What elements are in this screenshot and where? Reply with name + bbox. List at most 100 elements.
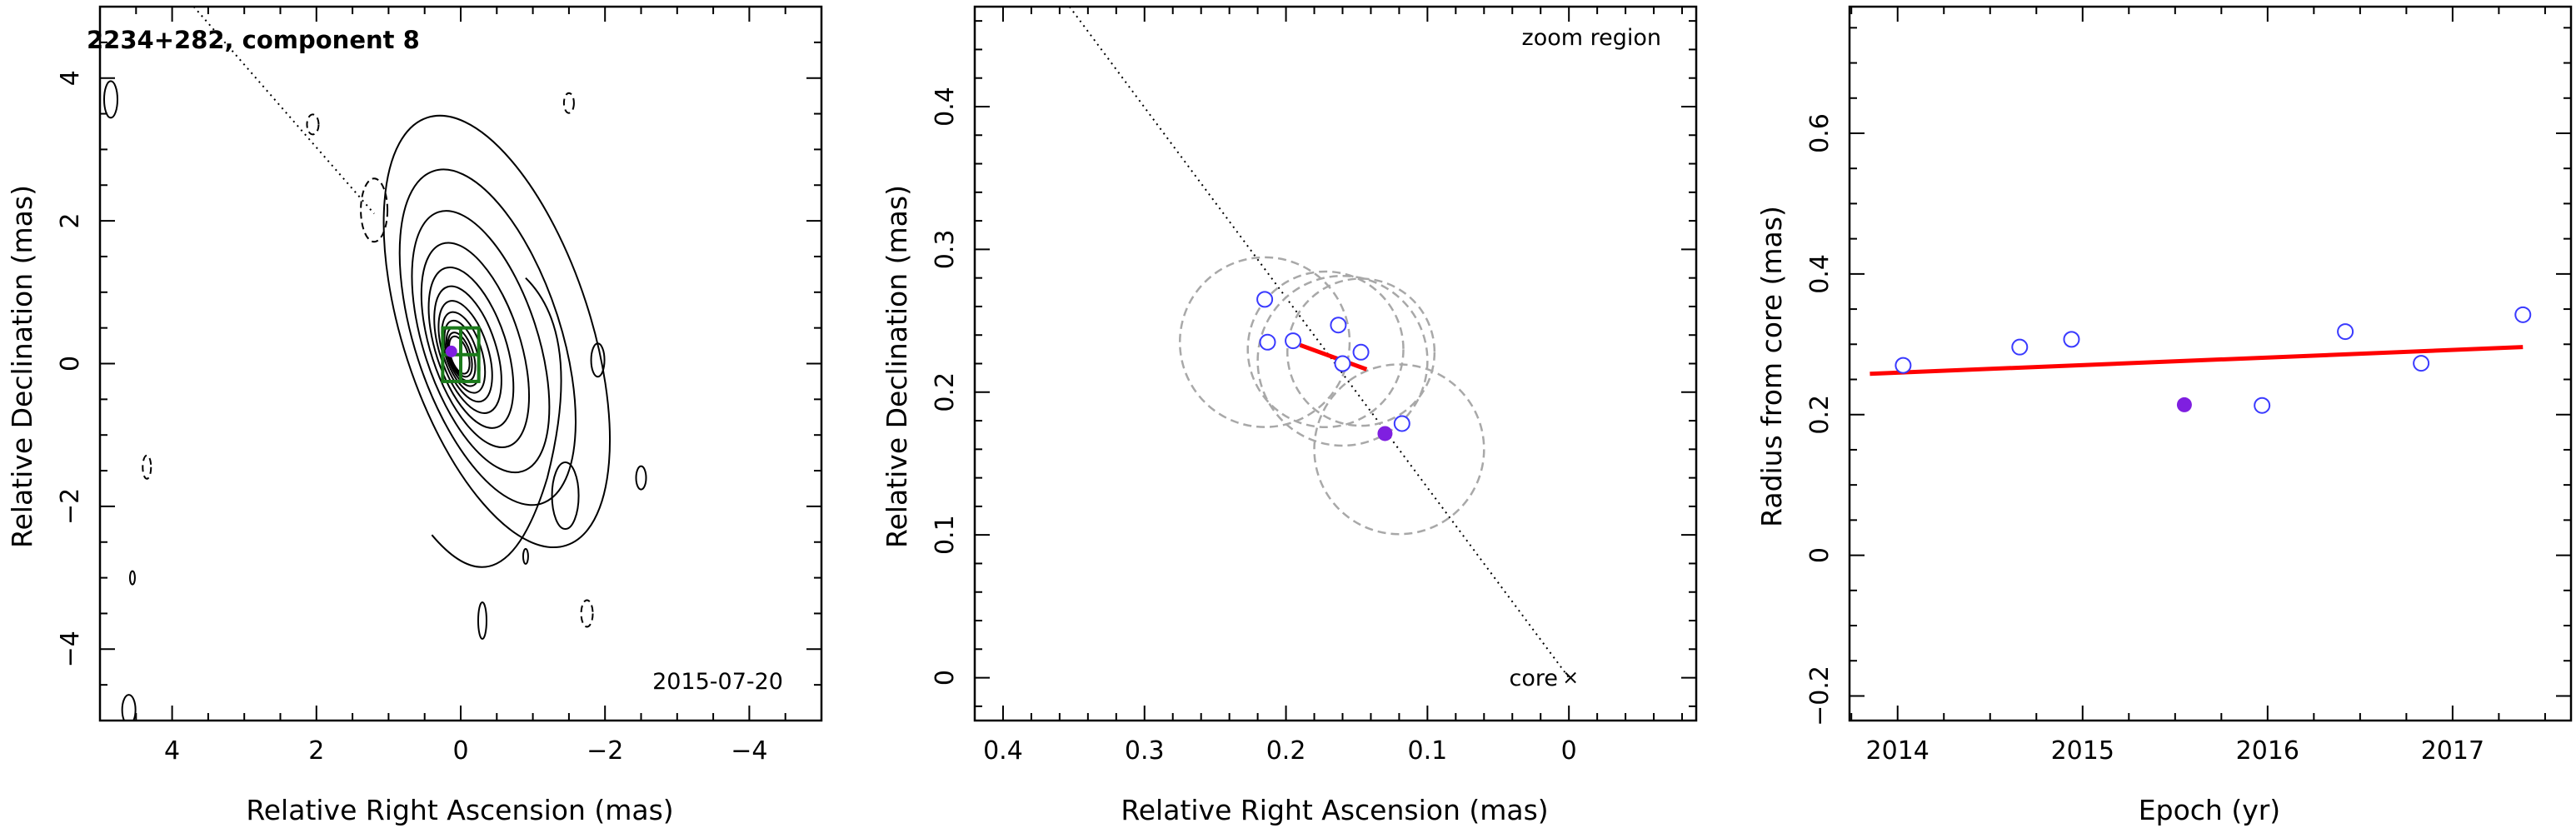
negative-contour xyxy=(360,177,389,243)
y-tick-label: 0.4 xyxy=(931,87,960,127)
radius-frame xyxy=(1848,5,2573,722)
contour-level xyxy=(382,114,612,549)
fit-line xyxy=(1870,345,2524,377)
negative-contour xyxy=(580,599,594,628)
negative-contour xyxy=(306,113,320,136)
negative-contour xyxy=(562,92,575,114)
data-point xyxy=(2063,331,2080,348)
zoom-region-annotation: zoom region xyxy=(1522,25,1661,51)
data-point xyxy=(1352,343,1370,361)
map-panel: 2234+282, component 8 2015-07-20 Relativ… xyxy=(6,5,823,826)
error-circle xyxy=(1178,256,1351,428)
x-tick-label: 2015 xyxy=(2051,736,2114,766)
data-point xyxy=(1259,333,1276,351)
map-y-tick-labels: 4 2 0 −2 −4 xyxy=(56,70,85,667)
contour-blob xyxy=(128,570,136,586)
data-point xyxy=(2011,338,2029,356)
y-tick-label: −0.2 xyxy=(1805,666,1835,726)
zoom-panel: zoom region core Relative Right Ascensio… xyxy=(881,5,1698,826)
contour-blob xyxy=(551,461,580,531)
contour-blob xyxy=(102,80,118,119)
data-point xyxy=(2337,323,2354,341)
y-tick-label: 0.3 xyxy=(931,230,960,270)
radius-y-axis-title: Radius from core (mas) xyxy=(1755,206,1788,527)
error-circle xyxy=(1286,277,1436,427)
y-tick-label: −4 xyxy=(56,631,85,667)
x-tick-label: 2016 xyxy=(2236,736,2299,766)
data-point xyxy=(1285,332,1302,350)
x-tick-label: 0 xyxy=(1561,736,1577,766)
contour-blob xyxy=(121,694,137,721)
data-point xyxy=(1393,415,1410,432)
radius-x-axis-title: Epoch (yr) xyxy=(2139,794,2280,826)
map-title: 2234+282, component 8 xyxy=(87,26,420,54)
map-plot-area xyxy=(98,5,823,722)
map-contours xyxy=(102,7,647,721)
jet-axis-line xyxy=(1068,7,1570,679)
zoom-y-tick-labels: 0 0.1 0.2 0.3 0.4 xyxy=(931,87,960,686)
contour-level xyxy=(420,242,531,449)
x-tick-label: 0 xyxy=(452,736,468,766)
fit-segment xyxy=(1299,342,1368,372)
contour-level xyxy=(398,168,577,506)
data-point xyxy=(1895,357,1912,374)
contour-blob xyxy=(477,601,487,641)
contour-blob xyxy=(590,342,606,378)
contour-blob xyxy=(522,547,529,565)
y-tick-label: 0 xyxy=(931,670,960,686)
data-point xyxy=(2514,306,2532,323)
radius-panel: Epoch (yr) Radius from core (mas) 2014 20… xyxy=(1755,5,2573,826)
y-tick-label: 0 xyxy=(56,356,85,372)
y-tick-label: 0.6 xyxy=(1805,113,1835,153)
x-tick-label: 0.1 xyxy=(1408,736,1448,766)
y-tick-label: 4 xyxy=(56,70,85,86)
zoom-marks xyxy=(1068,7,1576,684)
y-tick-label: 0 xyxy=(1805,547,1835,563)
contour-lobe xyxy=(431,277,562,568)
negative-contour xyxy=(142,454,152,480)
error-circle xyxy=(1256,274,1429,447)
x-tick-label: 2017 xyxy=(2421,736,2484,766)
zoom-x-tick-labels: 0.4 0.3 0.2 0.1 0 xyxy=(983,736,1577,766)
y-tick-label: 0.2 xyxy=(931,372,960,412)
highlight-point xyxy=(2176,397,2192,412)
contour-level xyxy=(441,311,487,394)
zoom-x-axis-title: Relative Right Ascension (mas) xyxy=(1121,794,1548,826)
radius-plot-area xyxy=(1848,5,2573,722)
data-point xyxy=(1334,355,1351,372)
contour-level xyxy=(411,210,551,474)
error-circle xyxy=(1246,270,1405,429)
zoom-plot-area xyxy=(973,5,1698,722)
data-point xyxy=(1256,291,1274,308)
x-tick-label: 0.2 xyxy=(1266,736,1306,766)
zoom-y-axis-title: Relative Declination (mas) xyxy=(881,185,913,548)
y-tick-label: 2 xyxy=(56,213,85,229)
radius-x-tick-labels: 2014 2015 2016 2017 xyxy=(1866,736,2485,766)
contour-level xyxy=(427,266,515,429)
x-tick-label: 2 xyxy=(308,736,324,766)
x-tick-label: 0.4 xyxy=(983,736,1023,766)
y-tick-label: 0.4 xyxy=(1805,254,1835,294)
component-marker xyxy=(445,345,457,357)
radius-marks xyxy=(1870,306,2532,414)
data-point xyxy=(2413,355,2430,372)
contour-blob xyxy=(635,465,647,491)
core-label: core xyxy=(1510,666,1558,691)
y-tick-label: 0.2 xyxy=(1805,395,1835,435)
highlight-point xyxy=(1377,426,1393,441)
y-tick-label: 0.1 xyxy=(931,515,960,555)
contour-level xyxy=(443,319,481,387)
x-tick-label: −4 xyxy=(731,736,767,766)
error-circle xyxy=(1313,363,1485,536)
map-epoch-label: 2015-07-20 xyxy=(652,669,783,695)
x-tick-label: 2014 xyxy=(1866,736,1930,766)
contour-level xyxy=(448,335,471,375)
x-tick-label: −2 xyxy=(587,736,623,766)
data-point xyxy=(1330,317,1347,334)
map-x-tick-labels: 4 2 0 −2 −4 xyxy=(164,736,767,766)
map-x-axis-title: Relative Right Ascension (mas) xyxy=(246,794,673,826)
x-tick-label: 4 xyxy=(164,736,180,766)
data-point xyxy=(2254,397,2271,414)
radius-y-tick-labels: −0.2 0 0.2 0.4 0.6 xyxy=(1805,113,1835,726)
